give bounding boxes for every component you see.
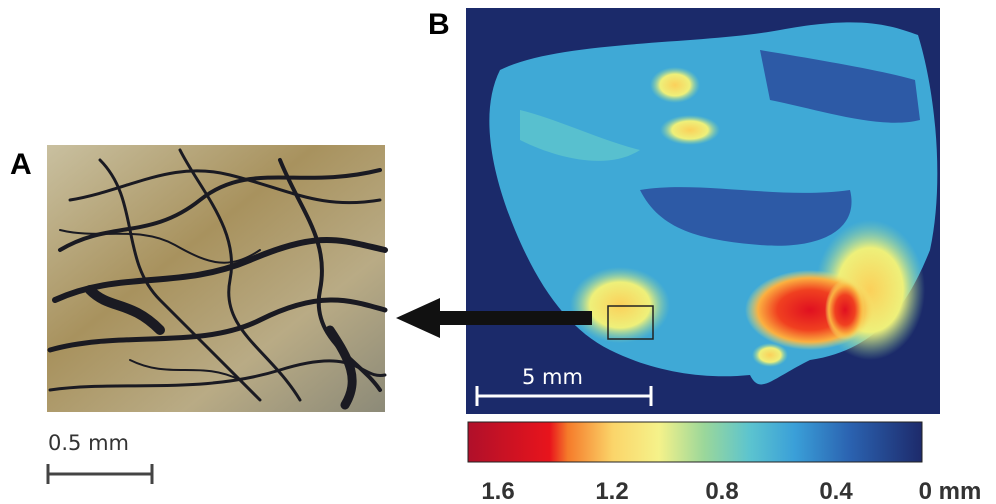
figure: A 0.5 mm B	[0, 0, 996, 504]
colorbar-tick-label: 1.6	[481, 478, 514, 504]
micrograph	[47, 145, 385, 412]
colorbar-ticks: 1.6 1.2 0.8 0.4 0 mm	[481, 478, 981, 504]
thickness-map	[466, 8, 940, 414]
colorbar-tick-label: 1.2	[595, 478, 628, 504]
scale-label: 5 mm	[522, 365, 583, 389]
scale-label: 0.5 mm	[48, 431, 129, 455]
colorbar-tick-label: 0 mm	[919, 478, 982, 504]
panel-label: A	[10, 148, 32, 181]
colorbar-tick-label: 0.8	[705, 478, 738, 504]
panel-label: B	[428, 8, 450, 41]
colorbar-tick-label: 0.4	[819, 478, 853, 504]
colorbar	[468, 422, 922, 462]
